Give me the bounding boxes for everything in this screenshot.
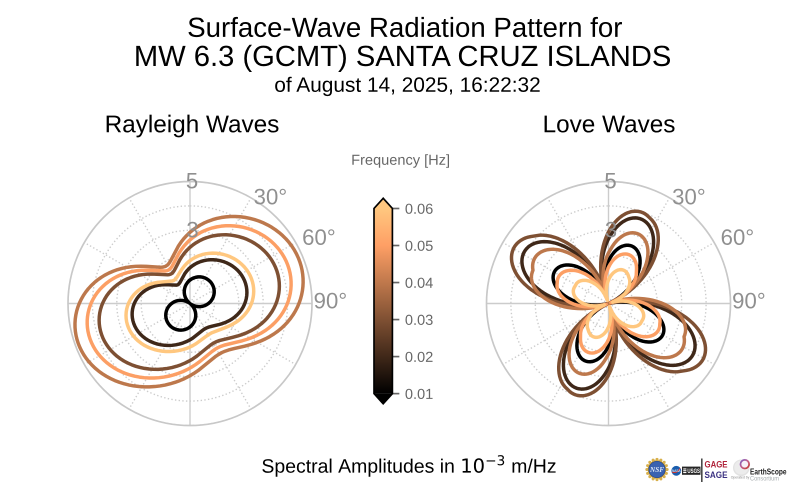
svg-text:NSF: NSF [649,466,664,474]
svg-text:NASA: NASA [672,469,682,473]
svg-text:Operated by: Operated by [731,476,750,480]
svg-text:USGS: USGS [687,468,700,475]
svg-text:SAGE: SAGE [705,469,728,480]
svg-text:EarthScope: EarthScope [750,468,787,477]
svg-text:Consortium: Consortium [750,475,779,482]
svg-text:GAGE: GAGE [705,459,728,470]
